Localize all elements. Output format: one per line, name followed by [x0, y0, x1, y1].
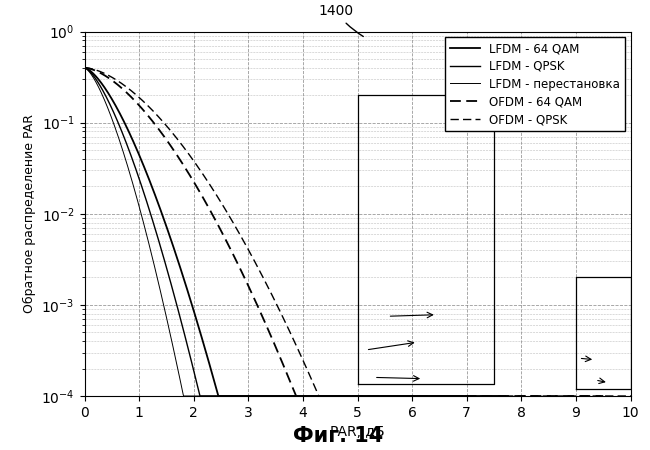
Text: 1400: 1400 — [318, 4, 363, 36]
Legend: LFDM - 64 QAM, LFDM - QPSK, LFDM - перестановка, OFDM - 64 QAM, OFDM - QPSK: LFDM - 64 QAM, LFDM - QPSK, LFDM - перес… — [445, 37, 625, 131]
Y-axis label: Обратное распределение PAR: Обратное распределение PAR — [23, 114, 36, 313]
X-axis label: PAR, дБ: PAR, дБ — [330, 425, 385, 439]
Text: Фиг. 14: Фиг. 14 — [293, 426, 383, 446]
